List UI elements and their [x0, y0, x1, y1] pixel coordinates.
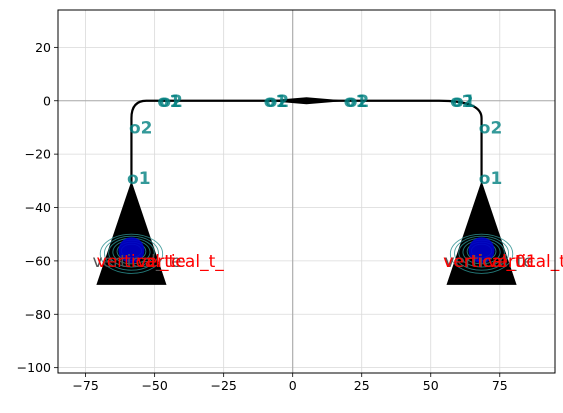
coupler-grating-ring-0-6: [99, 233, 164, 274]
coupler-fiber-spot-1: [468, 237, 495, 264]
x-tick-label-0: −75: [72, 378, 98, 393]
x-tick-label-2: −25: [210, 378, 236, 393]
y-tick-label-4: −20: [25, 147, 51, 162]
coupler-fiber-spot-0: [118, 237, 145, 264]
port-label-6: o1: [344, 92, 368, 112]
x-tick-label-1: −50: [141, 378, 167, 393]
y-tick-label-2: −60: [25, 253, 51, 268]
y-tick-label-0: −100: [17, 360, 51, 375]
port-label-9: o1: [452, 92, 476, 112]
coupler-grating-ring-0-5: [103, 235, 159, 271]
port-label-3: o2: [159, 92, 183, 112]
component-label-0: vertical_te: [97, 252, 186, 272]
y-tick-label-5: 0: [43, 93, 51, 108]
coupler-grating-ring-1-6: [449, 233, 514, 274]
coupler-taper-1: [446, 180, 517, 285]
x-tick-label-3: 0: [289, 378, 297, 393]
plot-background: [58, 10, 555, 373]
x-tick-label-5: 50: [423, 378, 439, 393]
y-tick-label-3: −40: [25, 200, 51, 215]
plot-frame: [57, 9, 556, 374]
component-label-2: vertical_01: [443, 252, 537, 272]
x-axis-ticks: −75 −50 −25 0 25 50 75: [72, 373, 508, 393]
x-tick-label-4: 25: [354, 378, 370, 393]
port-label-2: o1: [157, 92, 181, 112]
coupler-grating-ring-1-5: [454, 235, 510, 271]
port-label-5: o2: [266, 92, 290, 112]
port-label-11: o1: [479, 169, 503, 189]
port-label-1: o2: [129, 118, 153, 138]
coupler-taper-0: [96, 180, 167, 285]
x-tick-label-6: 75: [492, 378, 508, 393]
coupler-label-0: vertical_te: [93, 252, 182, 272]
port-label-8: o2: [450, 92, 474, 112]
y-axis-ticks: −100 −80 −60 −40 −20 0 20: [17, 40, 58, 375]
grating-couplers: vertical_te vertical_te: [93, 180, 534, 285]
port-label-10: o2: [479, 118, 503, 138]
y-tick-label-1: −80: [25, 307, 51, 322]
component-label-3: vertical_t_: [487, 252, 563, 272]
coupler-label-1: vertical_te: [445, 252, 534, 272]
y-tick-label-6: 20: [35, 40, 51, 55]
taper-shape: [265, 97, 348, 105]
port-label-0: o1: [127, 169, 151, 189]
port-label-7: o2: [346, 92, 370, 112]
waveguide-route: [130, 97, 483, 183]
component-label-1: vertical_t_: [137, 252, 225, 272]
port-label-4: o1: [264, 92, 288, 112]
